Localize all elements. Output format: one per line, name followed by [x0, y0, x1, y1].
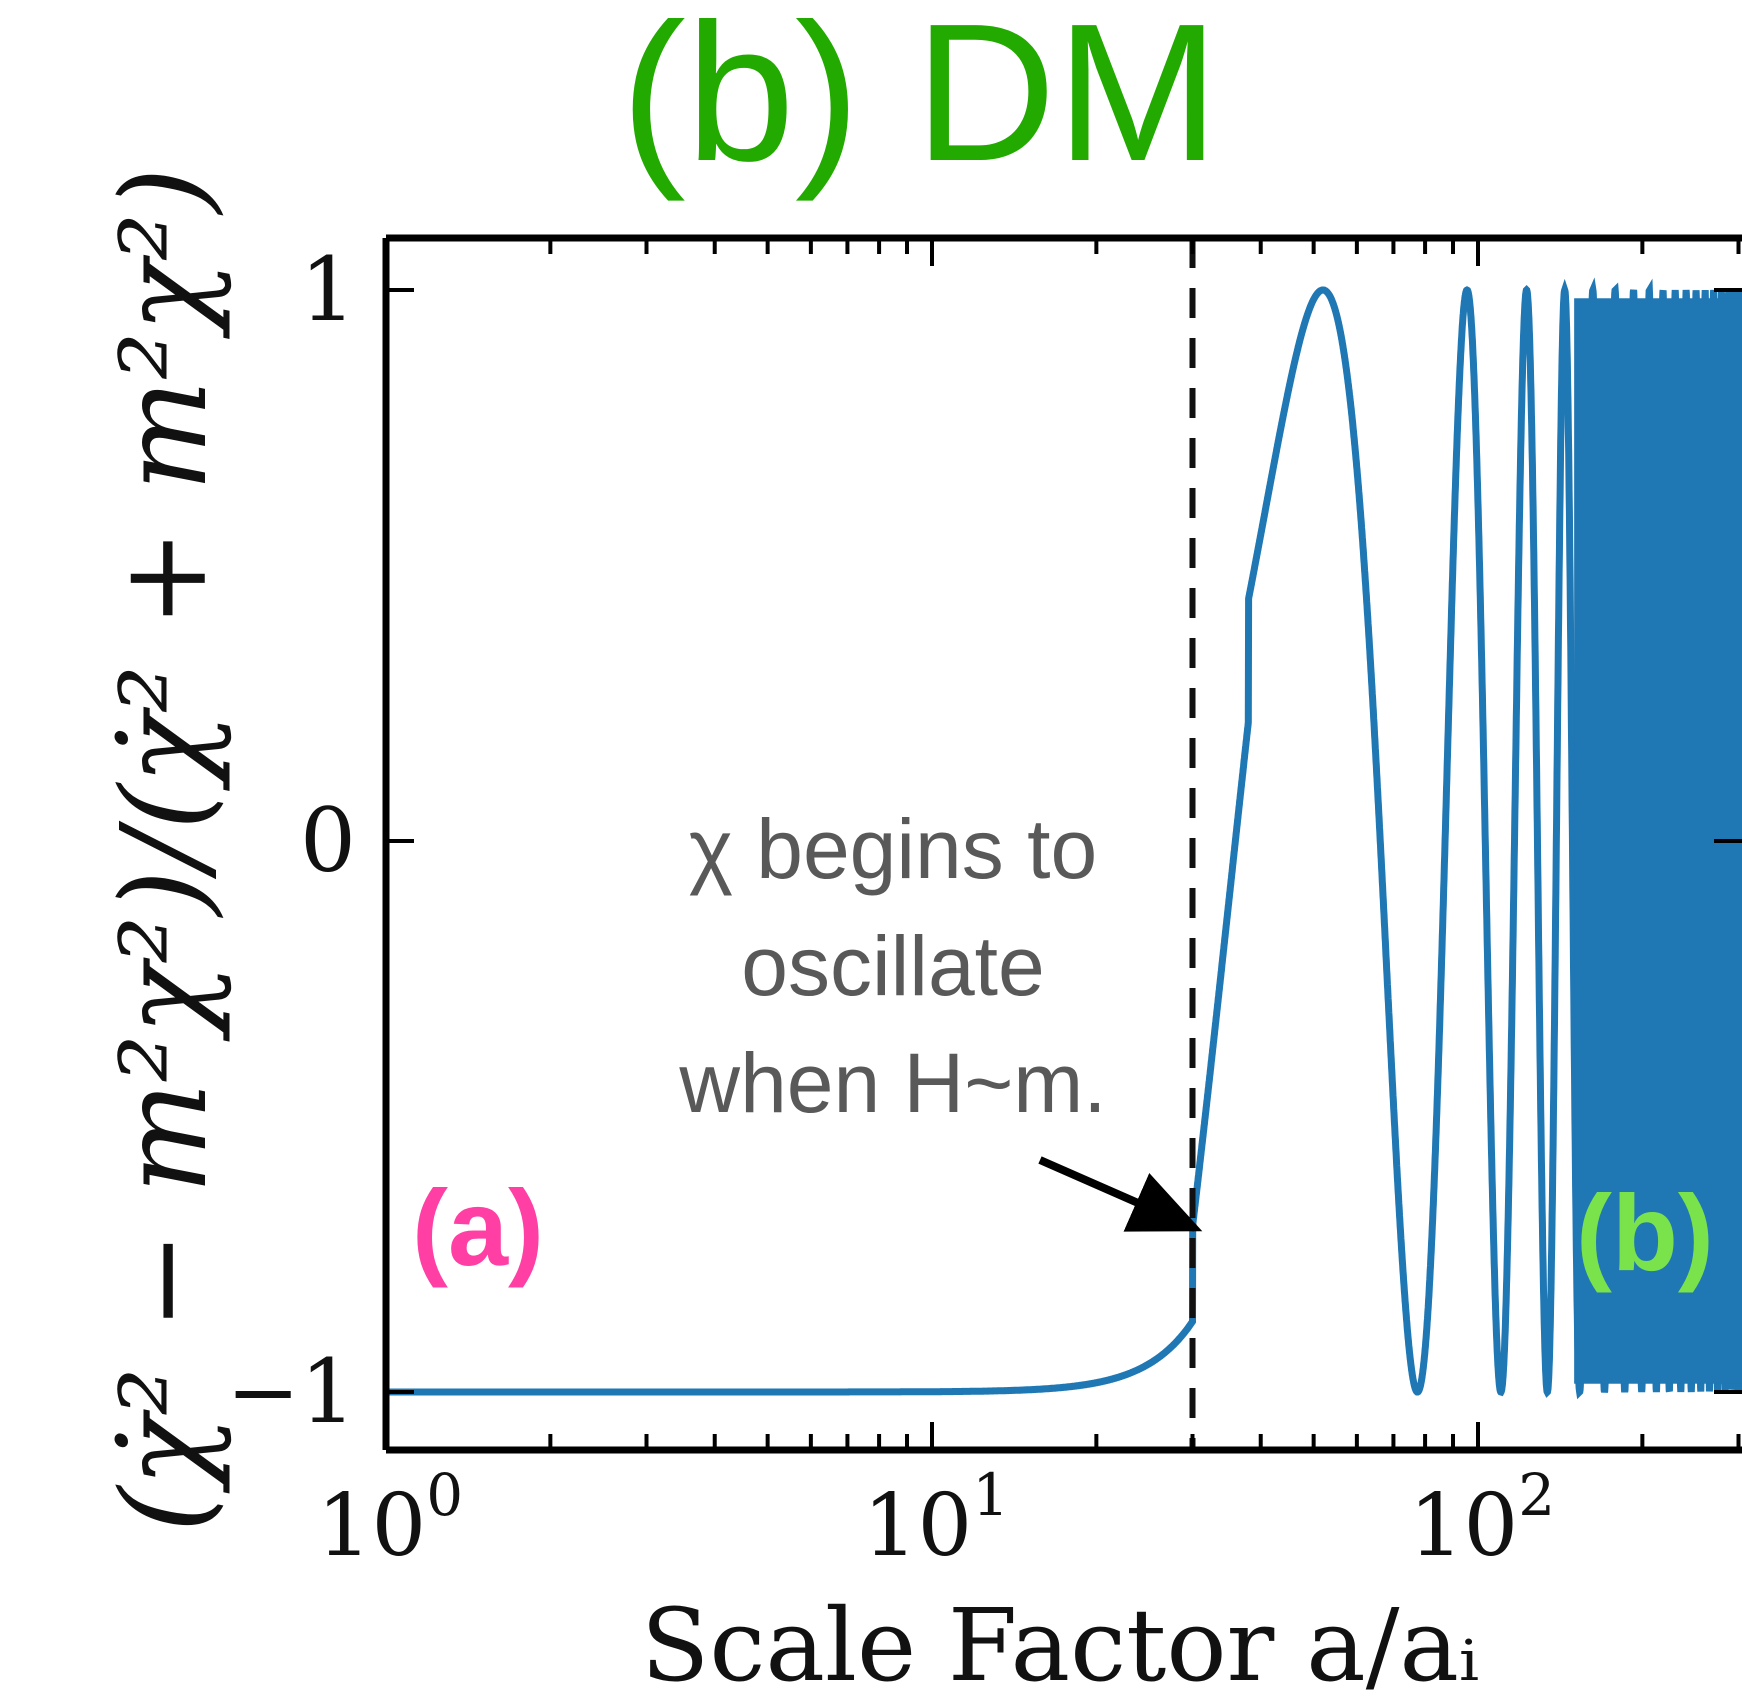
- series-line: [386, 277, 1742, 1400]
- annotation-arrow: [1038, 1156, 1203, 1232]
- annotation-line: when H~m.: [678, 1036, 1106, 1130]
- x-tick-label: 102: [1409, 1461, 1555, 1576]
- x-axis-label: Scale Factor a/aᵢ: [641, 1587, 1479, 1700]
- y-tick-label: 0: [300, 789, 356, 892]
- y-tick-label: −1: [226, 1340, 356, 1443]
- chart-title: (b) DM: [621, 0, 1220, 202]
- x-tick-label: 100: [317, 1461, 463, 1576]
- axis-tick-labels: 100 101 102 1 0 −1: [226, 238, 1555, 1576]
- annotation-line: χ begins to: [689, 802, 1097, 896]
- y-tick-label: 1: [300, 238, 356, 341]
- x-tick-label: 101: [863, 1461, 1009, 1576]
- y-axis-label: (χ̇² − m²χ²)/(χ̇² + m²χ²): [95, 167, 233, 1532]
- region-label-a: (a): [412, 1167, 544, 1288]
- axis-ticks: [384, 238, 1742, 1450]
- annotation-line: oscillate: [741, 919, 1044, 1013]
- region-label-b: (b): [1576, 1172, 1714, 1293]
- annotation: χ begins to oscillate when H~m.: [678, 802, 1106, 1130]
- plot-frame: [382, 234, 1742, 1454]
